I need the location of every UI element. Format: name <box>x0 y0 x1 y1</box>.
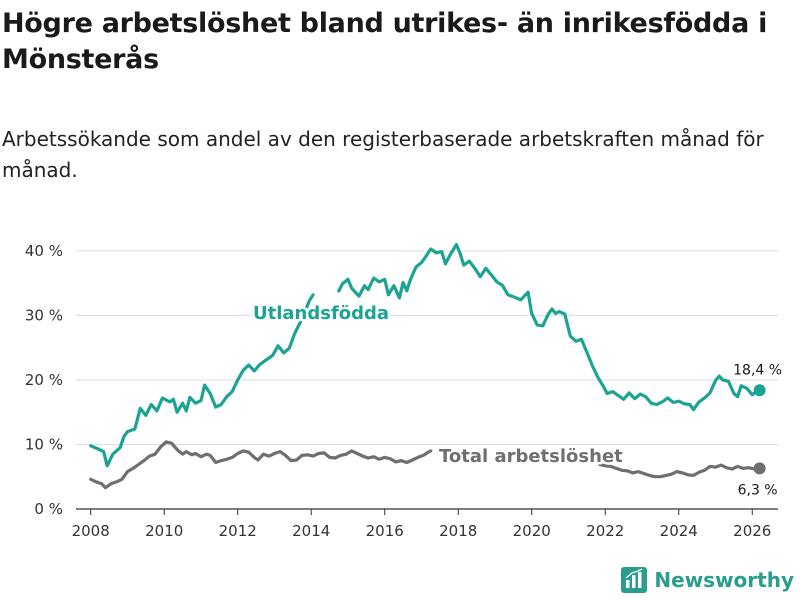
x-tick-label: 2014 <box>292 522 330 540</box>
x-tick-label: 2018 <box>439 522 477 540</box>
end-value-label-utlandsfodda: 18,4 % <box>733 362 782 378</box>
x-tick-label: 2024 <box>660 522 698 540</box>
x-tick-label: 2008 <box>72 522 110 540</box>
brand-name: Newsworthy <box>654 568 794 592</box>
series-label-utlandsfodda: Utlandsfödda <box>253 303 389 324</box>
y-tick-label: 30 % <box>25 306 63 324</box>
x-tick-label: 2010 <box>145 522 183 540</box>
y-tick-label: 20 % <box>25 371 63 389</box>
series-line-utlandsfodda <box>337 242 762 412</box>
series-label-halo-utlandsfodda: Utlandsfödda <box>253 303 389 324</box>
x-tick-label: 2020 <box>513 522 551 540</box>
y-tick-label: 0 % <box>34 500 63 518</box>
chart-subtitle: Arbetssökande som andel av den registerb… <box>2 127 764 182</box>
y-tick-label: 10 % <box>25 435 63 453</box>
series-line-total-arbetsloshet <box>89 440 433 490</box>
series-label-halo-total-arbetsloshet: Total arbetslöshet <box>439 446 623 467</box>
series-line-utlandsfodda <box>89 293 315 468</box>
x-tick-label: 2012 <box>219 522 257 540</box>
chart-title: Högre arbetslöshet bland utrikes- än inr… <box>2 8 768 75</box>
brand: Newsworthy <box>621 566 794 594</box>
bar-chart-logo-icon <box>621 567 648 593</box>
end-value-label-total-arbetsloshet: 6,3 % <box>738 482 778 498</box>
x-tick-label: 2022 <box>586 522 624 540</box>
series-line-total-arbetsloshet <box>598 462 762 479</box>
y-tick-label: 40 % <box>25 242 63 260</box>
x-tick-label: 2016 <box>366 522 404 540</box>
end-marker-utlandsfodda <box>753 384 766 397</box>
series-label-total-arbetsloshet: Total arbetslöshet <box>439 446 623 467</box>
x-tick-label: 2026 <box>733 522 771 540</box>
end-marker-total-arbetsloshet <box>753 462 766 475</box>
